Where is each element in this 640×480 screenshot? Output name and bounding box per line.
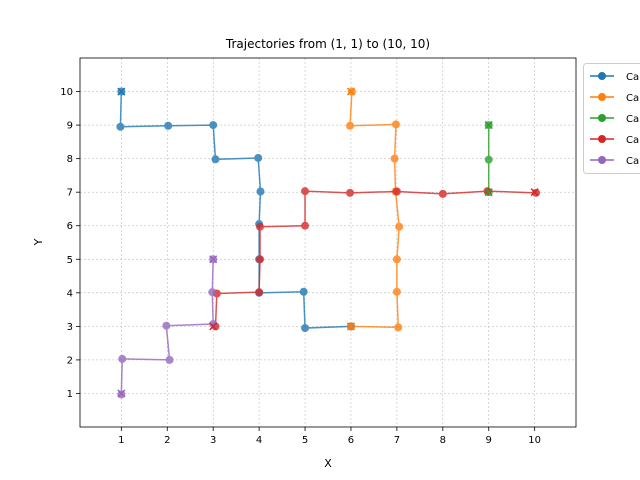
legend-marker [598,93,606,101]
data-point [394,323,403,332]
legend-item: Ca [590,72,639,83]
data-point [346,188,355,197]
data-point [346,121,355,130]
y-axis-label: Y [32,238,45,246]
plot-frame [79,57,577,428]
start-marker [209,322,218,331]
end-marker [484,121,493,130]
data-point [164,121,173,130]
marker-stroke [117,389,126,398]
legend-label: Ca [626,93,639,104]
data-point [256,255,265,264]
data-point [301,221,310,230]
data-point [299,287,308,296]
data-point [395,222,404,231]
data-point [162,321,171,330]
data-point [209,320,218,329]
legend-marker [598,156,606,164]
x-tick-label: 9 [486,435,492,446]
grid [80,58,576,427]
y-tick-label: 6 [67,221,73,232]
data-point [254,153,263,162]
end-marker [209,255,218,264]
y-tick-label: 5 [67,255,73,266]
y-tick-label: 10 [60,87,73,98]
legend-label: Ca [626,156,639,167]
ticks: 1 2 3 4 5 6 7 8 9 10 1 2 3 4 5 6 7 8 9 10 [60,87,541,446]
data-point [484,155,493,164]
y-tick-label: 3 [67,322,73,333]
series-layer [116,87,541,399]
series-line [349,91,400,329]
y-tick-label: 7 [67,188,73,199]
legend-marker [598,135,606,143]
legend-item: Ca [590,156,639,167]
marker-stroke [346,87,355,96]
chart-title: Trajectories from (1, 1) to (10, 10) [225,37,430,51]
data-point [392,187,401,196]
legend-item: Ca [590,93,639,104]
y-tick-label: 9 [67,121,73,132]
start-marker [117,389,126,398]
x-tick-label: 6 [348,435,354,446]
end-marker [346,87,355,96]
x-axis-label: X [324,457,332,470]
y-tick-label: 8 [67,154,73,165]
y-tick-label: 4 [67,288,73,299]
data-point [256,222,265,231]
x-tick-label: 5 [302,435,308,446]
data-point [118,354,127,363]
data-point [165,355,174,364]
marker-stroke [484,188,493,197]
y-tick-label: 2 [67,355,73,366]
y-tick-label: 1 [67,389,73,400]
data-point [208,288,217,297]
data-point [438,189,447,198]
data-point [391,120,400,129]
x-tick-label: 2 [164,435,170,446]
x-tick-label: 4 [256,435,262,446]
data-point [390,154,399,163]
data-point [211,155,220,164]
start-marker [346,322,355,331]
x-tick-label: 1 [118,435,124,446]
data-point [392,287,401,296]
start-marker [484,188,493,197]
end-marker [530,188,539,197]
data-point [392,255,401,264]
legend-item: Ca [590,135,639,146]
legend-marker [598,114,606,122]
x-tick-label: 3 [210,435,216,446]
data-point [301,187,310,196]
marker-stroke [530,188,539,197]
data-point [209,121,218,130]
legend-marker [598,72,606,80]
legend-label: Ca [626,72,639,83]
legend-label: Ca [626,114,639,125]
data-point [256,187,265,196]
legend-label: Ca [626,135,639,146]
marker-stroke [117,87,126,96]
data-point [116,122,125,131]
marker-stroke [484,121,493,130]
data-point [301,324,310,333]
marker-stroke [346,322,355,331]
x-tick-label: 7 [394,435,400,446]
x-tick-label: 8 [440,435,446,446]
end-marker [117,87,126,96]
data-point [255,288,264,297]
x-tick-label: 10 [528,435,541,446]
legend: Ca Ca Ca Ca Ca [583,63,640,174]
marker-stroke [209,255,218,264]
series-line [214,190,537,327]
legend-item: Ca [590,114,639,125]
marker-stroke [209,322,218,331]
